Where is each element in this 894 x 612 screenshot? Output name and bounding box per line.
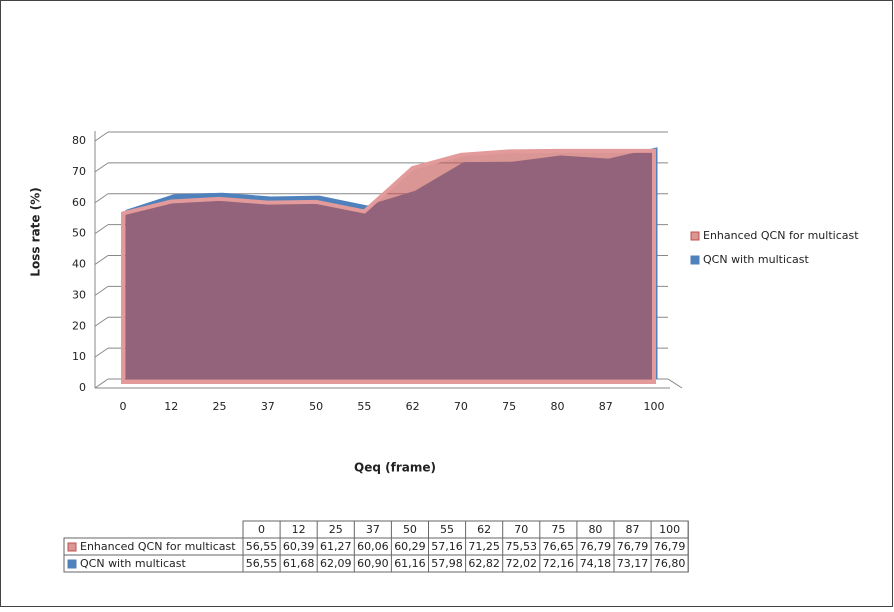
grid-line — [94, 255, 109, 265]
table-row-label: Enhanced QCN for multicast — [80, 540, 236, 553]
y-tick-label: 50 — [72, 227, 86, 240]
table-cell: 72,16 — [543, 557, 575, 570]
table-header-cell: 80 — [588, 523, 602, 536]
x-tick-label: 100 — [644, 400, 665, 413]
table-cell: 61,27 — [320, 540, 352, 553]
grid-line — [94, 347, 109, 358]
table-cell: 75,53 — [506, 540, 538, 553]
y-tick-label: 40 — [72, 258, 86, 271]
legend-key — [690, 255, 700, 265]
table-header-cell: 55 — [440, 523, 454, 536]
grid-line — [94, 131, 109, 142]
table-cell: 56,55 — [246, 557, 278, 570]
x-tick-label: 75 — [502, 400, 516, 413]
table-cell: 62,82 — [468, 557, 500, 570]
grid-line — [94, 224, 109, 235]
table-cell: 62,09 — [320, 557, 352, 570]
grid-line — [94, 316, 109, 327]
x-tick-label: 25 — [213, 400, 227, 413]
table-cell: 76,80 — [654, 557, 686, 570]
y-tick-label: 20 — [72, 319, 86, 332]
table-cell: 57,98 — [431, 557, 463, 570]
legend-label: Enhanced QCN for multicast — [703, 229, 859, 242]
y-tick-label: 10 — [72, 350, 86, 363]
grid-line — [94, 378, 109, 389]
x-tick-label: 55 — [357, 400, 371, 413]
x-tick-label: 62 — [406, 400, 420, 413]
table-cell: 76,79 — [617, 540, 649, 553]
y-tick-label: 0 — [79, 381, 86, 394]
table-header-cell: 100 — [659, 523, 680, 536]
table-cell: 71,25 — [468, 540, 500, 553]
table-header-cell: 37 — [366, 523, 380, 536]
table-cell: 60,06 — [357, 540, 389, 553]
table-cell: 56,55 — [246, 540, 278, 553]
table-header-cell: 12 — [292, 523, 306, 536]
table-cell: 72,02 — [506, 557, 538, 570]
x-tick-label: 37 — [261, 400, 275, 413]
y-axis-label: Loss rate (%) — [29, 187, 43, 276]
x-tick-label: 50 — [309, 400, 323, 413]
floor-line — [667, 378, 683, 389]
table-header-cell: 75 — [551, 523, 565, 536]
table-header-cell: 70 — [514, 523, 528, 536]
table-legend-key — [67, 559, 77, 569]
y-tick-label: 80 — [72, 134, 86, 147]
table-cell: 76,79 — [654, 540, 686, 553]
table-header-cell: 25 — [329, 523, 343, 536]
area — [121, 148, 656, 384]
table-cell: 60,29 — [394, 540, 426, 553]
table-cell: 61,68 — [283, 557, 315, 570]
table-cell: 73,17 — [617, 557, 649, 570]
table-header-cell: 62 — [477, 523, 491, 536]
grid-line — [94, 193, 109, 204]
table-cell: 61,16 — [394, 557, 426, 570]
table-cell: 76,79 — [580, 540, 612, 553]
grid-line — [94, 285, 109, 296]
table-row-label: QCN with multicast — [80, 557, 187, 570]
legend-label: QCN with multicast — [703, 253, 810, 266]
x-tick-label: 87 — [599, 400, 613, 413]
y-tick-label: 60 — [72, 196, 86, 209]
legend-key — [690, 231, 700, 241]
x-axis-label: Qeq (frame) — [354, 461, 436, 475]
table-cell: 76,65 — [543, 540, 575, 553]
table-cell: 74,18 — [580, 557, 612, 570]
table-cell: 60,90 — [357, 557, 389, 570]
y-tick-label: 70 — [72, 165, 86, 178]
grid-line — [94, 162, 109, 173]
x-tick-label: 70 — [454, 400, 468, 413]
x-tick-label: 80 — [550, 400, 564, 413]
table-cell: 57,16 — [431, 540, 463, 553]
x-tick-label: 12 — [164, 400, 178, 413]
table-header-cell: 0 — [258, 523, 265, 536]
y-tick-label: 30 — [72, 288, 86, 301]
x-tick-label: 0 — [120, 400, 127, 413]
table-cell: 60,39 — [283, 540, 315, 553]
table-legend-key — [67, 542, 77, 552]
table-header-cell: 50 — [403, 523, 417, 536]
table-header-cell: 87 — [626, 523, 640, 536]
